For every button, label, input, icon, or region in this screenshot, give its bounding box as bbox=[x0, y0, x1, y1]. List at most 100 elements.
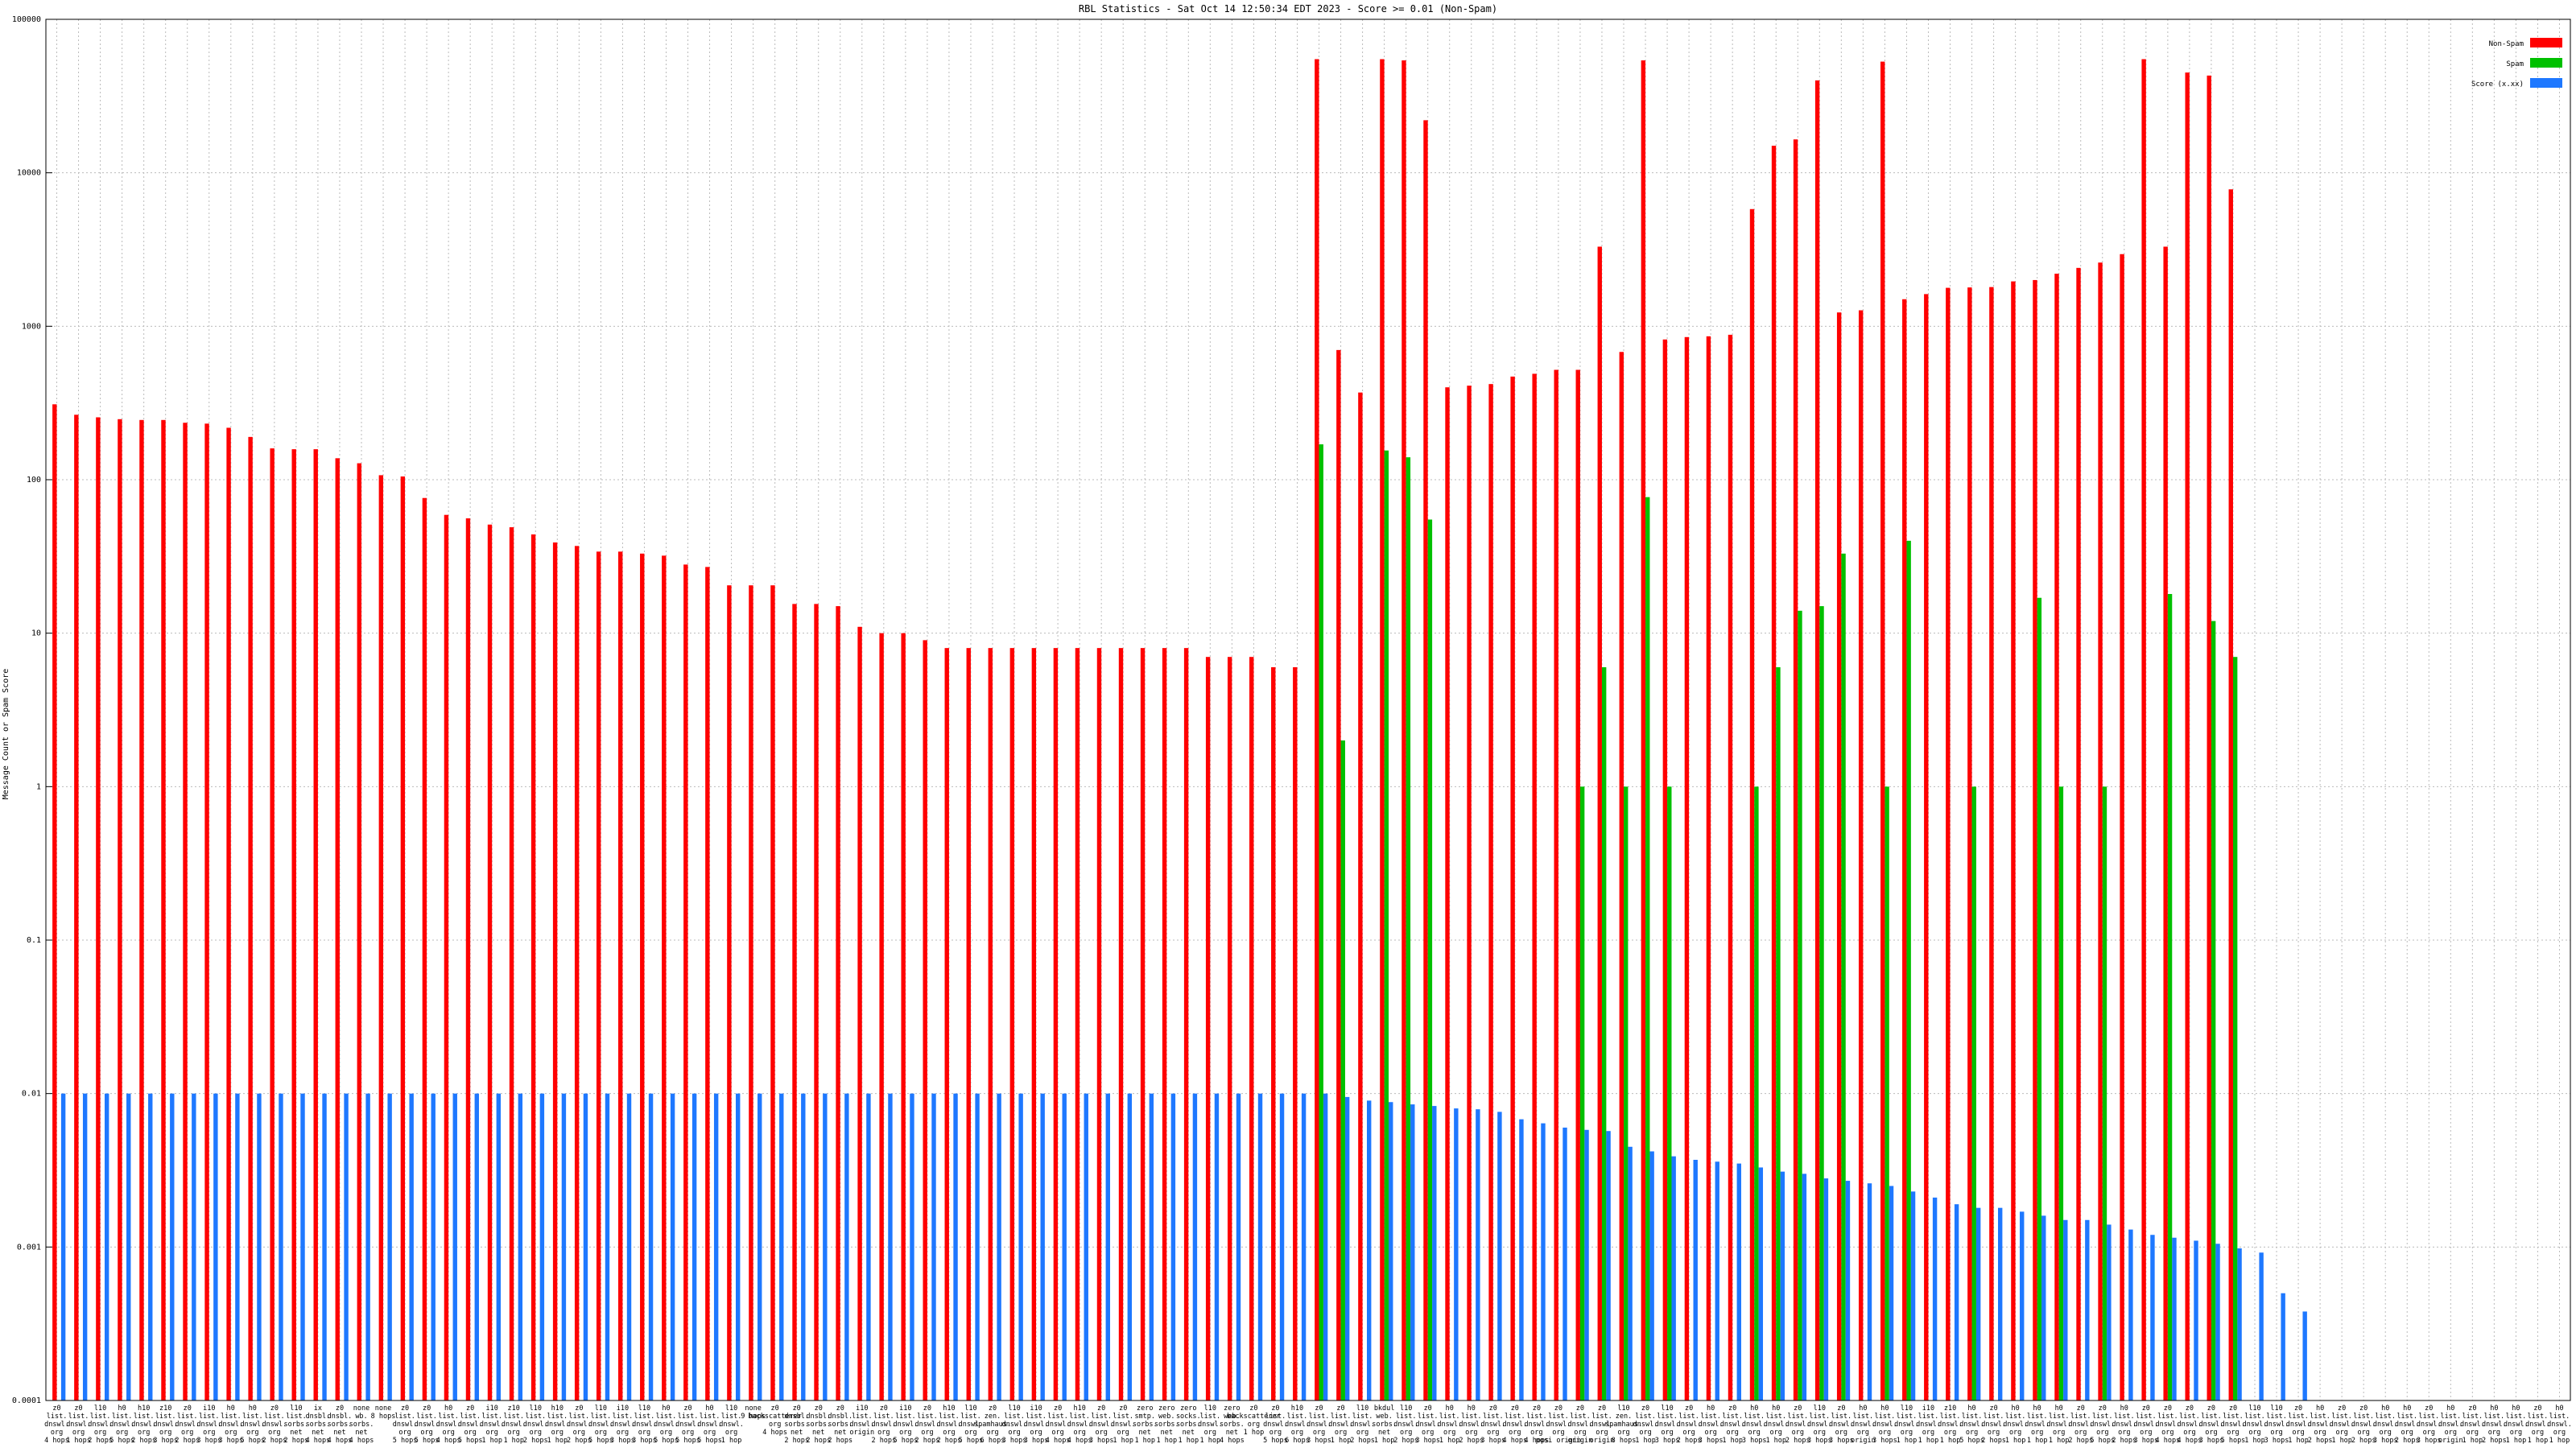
x-tick-label: h0 list. dnswl. org 1 hop bbox=[2547, 1405, 2572, 1445]
x-tick-label-line: 2 hops bbox=[1677, 1437, 1702, 1445]
x-tick-label-line: z0 bbox=[2533, 1405, 2541, 1413]
x-tick-label-line: org bbox=[1922, 1429, 1934, 1437]
x-tick-label-line: 4 hops bbox=[328, 1437, 353, 1445]
bar-score-x-xx bbox=[387, 1093, 392, 1400]
bar-score-x-xx bbox=[758, 1093, 762, 1400]
x-tick-label: z0 list. dnswl. org 1 hop bbox=[2330, 1405, 2355, 1445]
bar-spam bbox=[1754, 786, 1759, 1400]
x-tick-label-line: list. bbox=[873, 1413, 894, 1421]
x-tick-label-line: org bbox=[1704, 1429, 1716, 1437]
x-tick-label-line: org bbox=[1443, 1429, 1455, 1437]
x-tick-label-line: list. bbox=[700, 1413, 720, 1421]
bar-non-spam bbox=[1183, 648, 1189, 1400]
bar-score-x-xx bbox=[1823, 1178, 1829, 1400]
bar-spam bbox=[1667, 786, 1672, 1400]
bar-spam bbox=[1906, 540, 1911, 1400]
x-tick-label-line: 2 hops bbox=[2395, 1437, 2420, 1445]
bar-score-x-xx bbox=[365, 1093, 370, 1400]
bar-score-x-xx bbox=[409, 1093, 414, 1400]
x-tick-label-line: org bbox=[1313, 1429, 1325, 1437]
x-tick-label-line: org bbox=[877, 1429, 890, 1437]
bar-score-x-xx bbox=[2302, 1311, 2307, 1400]
x-tick-label-line: spamhaus. bbox=[974, 1421, 1011, 1429]
x-tick-label-line: ix bbox=[314, 1405, 322, 1413]
x-tick-label-line: list. bbox=[286, 1413, 307, 1421]
bar-non-spam bbox=[335, 458, 340, 1400]
x-tick-label-line: 3 hops bbox=[2199, 1437, 2224, 1445]
x-tick-label: z0 list. dnswl. org 1 hop bbox=[1328, 1405, 1353, 1445]
x-tick-label-line: h0 bbox=[2055, 1405, 2063, 1413]
x-tick-label-line: 3 hops bbox=[1742, 1437, 1767, 1445]
bar-non-spam bbox=[2033, 279, 2037, 1400]
x-tick-label-line: z0 bbox=[2359, 1405, 2368, 1413]
x-tick-label-line: list. bbox=[1091, 1413, 1112, 1421]
bar-score-x-xx bbox=[1563, 1127, 1567, 1400]
x-tick-label-line: zero bbox=[1137, 1405, 1153, 1413]
x-tick-label-line: z0 bbox=[1598, 1405, 1606, 1413]
x-tick-label: z0 dnsbl. sorbs. net 2 hops bbox=[828, 1405, 852, 1445]
x-tick-label-line: i10 bbox=[203, 1405, 215, 1413]
x-tick-label-line: list. bbox=[678, 1413, 699, 1421]
bar-non-spam bbox=[1684, 336, 1690, 1401]
x-tick-label: z0 list. dnswl. org 4 hops bbox=[1046, 1405, 1071, 1445]
x-tick-label-line: list. bbox=[1918, 1413, 1939, 1421]
x-tick-label: z0 list. dnswl. org 1 hop bbox=[2525, 1405, 2550, 1445]
x-tick-label: z10 list. dnswl. org 1 hop bbox=[502, 1405, 526, 1445]
x-tick-label-line: 2 hops bbox=[1981, 1437, 2006, 1445]
bar-spam bbox=[1579, 786, 1585, 1400]
x-tick-label-line: dnswl. bbox=[1415, 1421, 1440, 1429]
bar-non-spam bbox=[400, 476, 406, 1400]
x-tick-label-line: list. bbox=[2201, 1413, 2222, 1421]
x-tick-label-line: 2 hops bbox=[1459, 1437, 1484, 1445]
x-tick-label-line: 3 hops bbox=[2264, 1437, 2289, 1445]
x-tick-label-line: dnswl. bbox=[1002, 1421, 1027, 1429]
bar-non-spam bbox=[118, 419, 122, 1400]
x-tick-label-line: org bbox=[1248, 1421, 1260, 1429]
x-tick-label-line: dnswl. bbox=[894, 1421, 919, 1429]
bar-score-x-xx bbox=[975, 1093, 980, 1400]
x-tick-label-line: net bbox=[834, 1429, 846, 1437]
x-tick-label-line: 1 hop bbox=[1635, 1437, 1656, 1445]
x-tick-label-line: org bbox=[2467, 1429, 2479, 1437]
x-tick-label-line: l10 bbox=[530, 1405, 542, 1413]
x-tick-label-line: z0 bbox=[423, 1405, 431, 1413]
x-tick-label-line: dnswl. bbox=[1285, 1421, 1310, 1429]
bar-non-spam bbox=[1706, 336, 1711, 1401]
x-tick-label-line: list. bbox=[1744, 1413, 1765, 1421]
x-tick-label-line: list. bbox=[1700, 1413, 1721, 1421]
x-tick-label-line: list. bbox=[2418, 1413, 2439, 1421]
bar-score-x-xx bbox=[2281, 1293, 2285, 1400]
x-tick-label: h0 list. dnswl. org 1 hop bbox=[2025, 1405, 2050, 1445]
x-tick-label-line: l10 bbox=[638, 1405, 650, 1413]
x-tick-label-line: org bbox=[1291, 1429, 1303, 1437]
bar-non-spam bbox=[226, 427, 231, 1400]
x-tick-label-line: org bbox=[94, 1429, 106, 1437]
x-tick-label: h0 list. dnswl. org 3 hops bbox=[218, 1405, 243, 1445]
x-tick-label-line: none bbox=[375, 1405, 391, 1413]
x-tick-label-line: h0 bbox=[2381, 1405, 2389, 1413]
bar-score-x-xx bbox=[1497, 1112, 1502, 1400]
bar-score-x-xx bbox=[1389, 1102, 1393, 1400]
x-tick-label-line: 1 hop bbox=[2331, 1437, 2352, 1445]
x-tick-label-line: h0 bbox=[662, 1405, 670, 1413]
x-tick-label-line: org bbox=[1422, 1429, 1434, 1437]
x-tick-label-line: 3 hops bbox=[1655, 1437, 1680, 1445]
x-tick-label-line: z0 bbox=[683, 1405, 691, 1413]
x-tick-label-line: h0 bbox=[2316, 1405, 2324, 1413]
x-tick-label-line: list. bbox=[1309, 1413, 1330, 1421]
x-tick-label-line: net bbox=[1226, 1429, 1238, 1437]
bar-score-x-xx bbox=[888, 1093, 893, 1400]
x-tick-label: z0 list. dnswl. org 3 hops bbox=[1829, 1405, 1854, 1445]
bar-spam bbox=[2058, 786, 2064, 1400]
x-tick-label: h0 list. dnswl. org 2 hops bbox=[2395, 1405, 2420, 1445]
x-tick-label-line: list. bbox=[1875, 1413, 1896, 1421]
x-tick-label-line: z0 bbox=[836, 1405, 844, 1413]
x-tick-label-line: net bbox=[1183, 1429, 1195, 1437]
x-tick-label-line: l10 bbox=[1008, 1405, 1020, 1413]
bar-score-x-xx bbox=[2172, 1237, 2177, 1400]
bar-non-spam bbox=[139, 419, 144, 1400]
x-tick-label-line: 2 hops bbox=[131, 1437, 156, 1445]
x-tick-label: z0 list. dnswl. org 2 hops bbox=[1785, 1405, 1810, 1445]
x-tick-label-line: org bbox=[899, 1429, 911, 1437]
x-tick-label-line: dnswl. bbox=[393, 1421, 418, 1429]
